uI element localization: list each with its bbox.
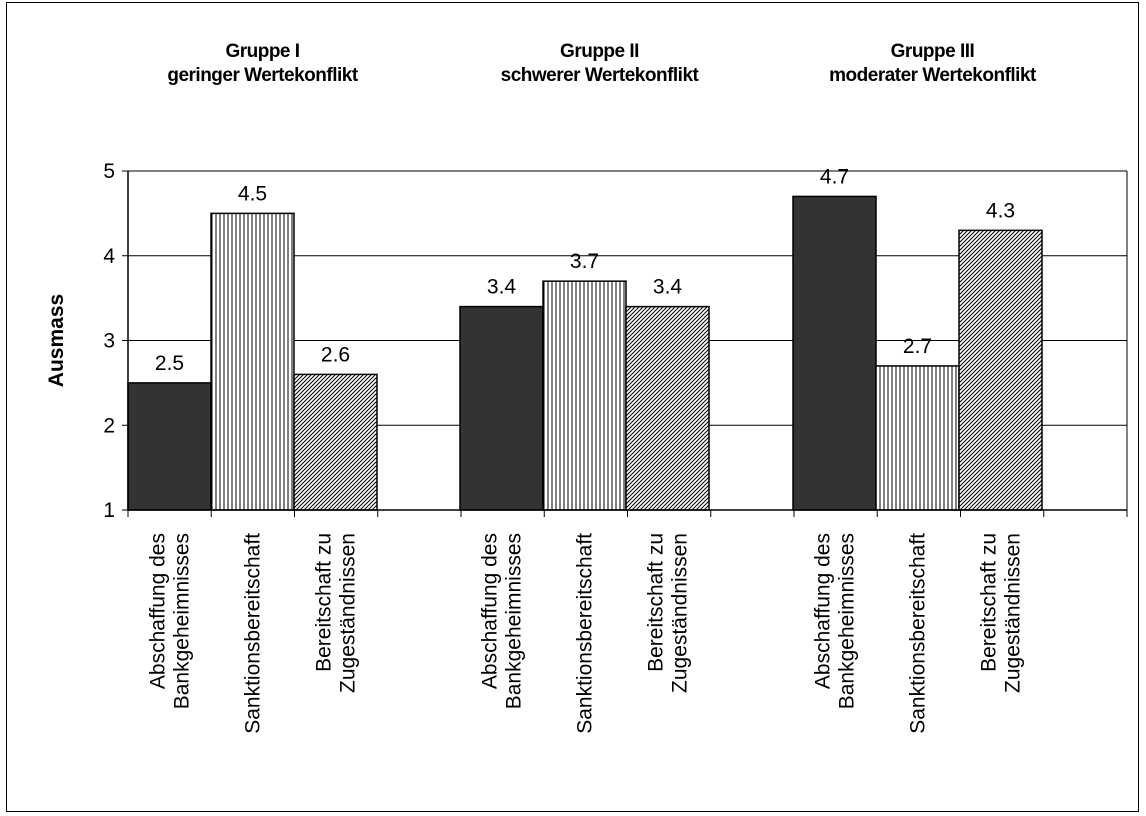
y-axis-label: Ausmass [45, 294, 68, 387]
bar [792, 195, 877, 511]
bar [625, 305, 710, 511]
chart-frame: 1 2 3 4 5 Ausmass Gruppe I geringer Wertekonfli… [6, 2, 1139, 812]
category-label-line1: Abschaffung des [812, 533, 835, 689]
data-label: 3.4 [653, 276, 683, 299]
y-tick-label: 5 [103, 160, 115, 183]
category-label-line2: Zugeständnissen [669, 533, 692, 693]
category-label-line1: Abschaffung des [147, 533, 170, 689]
category-label-line2: Bankgeheimnisses [836, 533, 859, 709]
category-label-line1: Abschaffung des [479, 533, 502, 689]
category-label: Sanktionsbereitschaft [907, 533, 930, 734]
group-title-line1: Gruppe III [891, 41, 975, 62]
group-title-line2: schwerer Wertekonflikt [501, 65, 700, 86]
data-label: 4.7 [820, 165, 849, 188]
text-labels: 1 2 3 4 5 Ausmass Gruppe I geringer Wertekonfli… [45, 41, 1038, 734]
data-label: 3.4 [487, 276, 517, 299]
bars [127, 195, 1043, 511]
data-label: 4.3 [986, 199, 1015, 222]
category-label: Sanktionsbereitschaft [574, 533, 597, 734]
y-tick-label: 4 [103, 245, 115, 268]
y-tick-label: 1 [103, 499, 115, 522]
category-label-line1: Bereitschaft zu [645, 533, 668, 672]
group-title-line1: Gruppe II [560, 41, 639, 62]
bar [542, 280, 627, 511]
category-label-line2: Bankgeheimnisses [503, 533, 526, 709]
bar [459, 305, 544, 511]
category-label-line1: Bereitschaft zu [313, 533, 336, 672]
category-label: Sanktionsbereitschaft [242, 533, 265, 734]
group-title-line2: geringer Wertekonflikt [167, 65, 358, 86]
group-title-line1: Gruppe I [225, 41, 299, 62]
data-label: 3.7 [570, 250, 599, 273]
category-label-line2: Bankgeheimnisses [171, 533, 194, 709]
data-label: 2.7 [903, 335, 932, 358]
bar [958, 229, 1043, 511]
category-label-line1: Bereitschaft zu [978, 533, 1001, 672]
bar [875, 365, 960, 511]
data-label: 2.6 [321, 343, 350, 366]
y-tick-label: 2 [103, 414, 115, 437]
bar [127, 382, 212, 511]
axes [122, 170, 1128, 517]
data-label: 4.5 [238, 182, 267, 205]
group-title-line2: moderater Wertekonflikt [829, 65, 1037, 86]
data-label: 2.5 [155, 352, 184, 375]
bar-chart: 1 2 3 4 5 Ausmass Gruppe I geringer Wertekonfli… [45, 41, 1128, 734]
category-label-line2: Zugeständnissen [337, 533, 360, 693]
category-label-line2: Zugeständnissen [1002, 533, 1025, 693]
bar [210, 212, 295, 511]
y-tick-label: 3 [103, 330, 115, 353]
bar [293, 373, 378, 511]
